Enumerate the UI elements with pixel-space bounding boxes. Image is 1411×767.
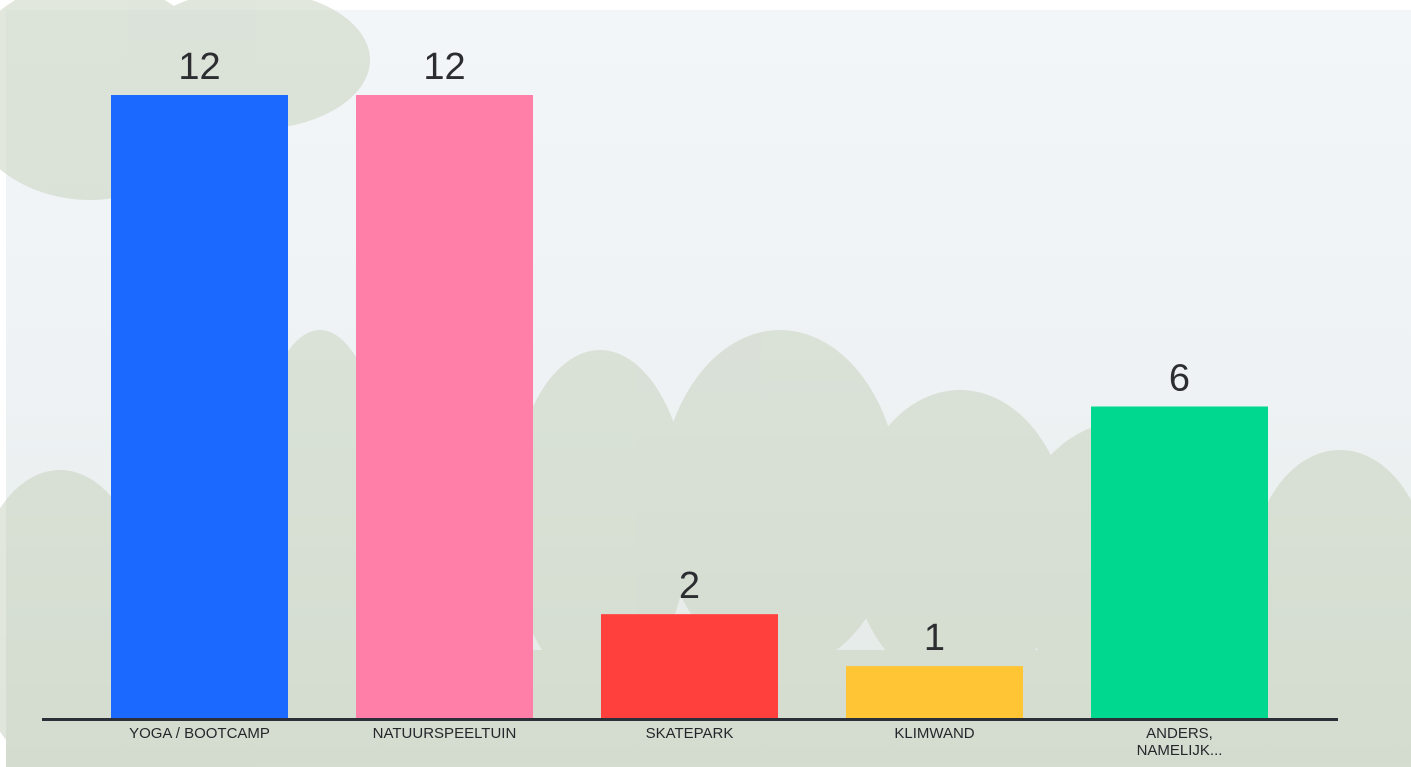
- bar: [111, 95, 288, 718]
- bar: [601, 614, 778, 718]
- bar: [1091, 407, 1268, 719]
- bar: [356, 95, 533, 718]
- value-label: 12: [423, 46, 465, 88]
- value-label: 6: [1169, 358, 1190, 400]
- bar: [846, 666, 1023, 718]
- x-tick-label: YOGA / BOOTCAMP: [80, 725, 320, 742]
- x-tick-label: NATUURSPEELTUIN: [325, 725, 565, 742]
- x-tick-label: ANDERS, NAMELIJK...: [1060, 725, 1300, 759]
- value-label: 12: [178, 46, 220, 88]
- chart: 12 12 2 1 6: [0, 0, 1411, 767]
- x-tick-label: SKATEPARK: [570, 725, 810, 742]
- value-label: 1: [924, 617, 945, 659]
- value-label: 2: [679, 565, 700, 607]
- x-tick-label: KLIMWAND: [815, 725, 1055, 742]
- page: {"chart_data": {"type": "bar", "categori…: [0, 0, 1411, 767]
